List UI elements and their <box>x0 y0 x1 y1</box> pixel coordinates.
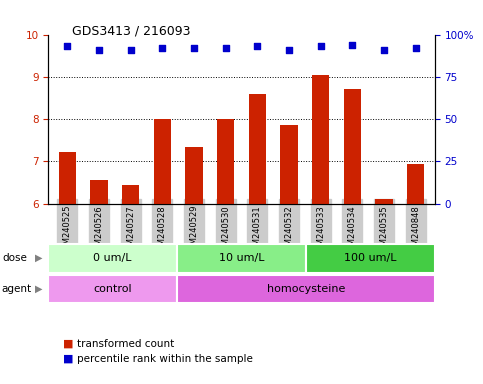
Bar <box>280 126 298 204</box>
Text: ■: ■ <box>63 339 73 349</box>
Text: GDS3413 / 216093: GDS3413 / 216093 <box>72 25 191 38</box>
Bar <box>306 244 435 273</box>
Point <box>158 45 166 51</box>
Point <box>95 47 103 53</box>
Bar <box>122 185 140 204</box>
Bar <box>48 275 177 303</box>
Text: agent: agent <box>1 284 31 294</box>
Bar <box>90 180 108 204</box>
Point <box>285 47 293 53</box>
Bar <box>407 164 425 204</box>
Text: 100 um/L: 100 um/L <box>344 253 397 263</box>
Text: ▶: ▶ <box>35 284 43 294</box>
Text: control: control <box>93 284 132 294</box>
Bar <box>375 199 393 204</box>
Text: ▶: ▶ <box>35 253 43 263</box>
Text: ■: ■ <box>63 354 73 364</box>
Text: percentile rank within the sample: percentile rank within the sample <box>77 354 253 364</box>
Point <box>317 43 325 50</box>
Point <box>127 47 134 53</box>
Point <box>412 45 420 51</box>
Text: transformed count: transformed count <box>77 339 174 349</box>
Bar <box>217 119 234 204</box>
Text: 10 um/L: 10 um/L <box>219 253 264 263</box>
Text: dose: dose <box>2 253 28 263</box>
Point <box>63 43 71 50</box>
Point <box>190 45 198 51</box>
Bar <box>154 119 171 204</box>
Bar <box>312 74 329 204</box>
Text: homocysteine: homocysteine <box>267 284 345 294</box>
Bar <box>249 94 266 204</box>
Bar <box>48 244 177 273</box>
Bar <box>343 89 361 204</box>
Point <box>349 41 356 48</box>
Point <box>380 47 388 53</box>
Bar <box>177 244 306 273</box>
Bar <box>185 147 203 204</box>
Point <box>254 43 261 50</box>
Bar <box>177 275 435 303</box>
Point <box>222 45 229 51</box>
Text: 0 um/L: 0 um/L <box>93 253 132 263</box>
Bar <box>58 152 76 204</box>
